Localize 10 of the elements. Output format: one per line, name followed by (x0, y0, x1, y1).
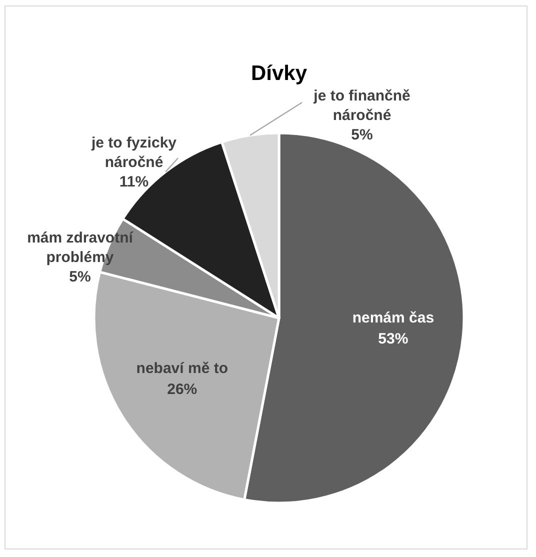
slice-label: je to fyzicky náročné (90, 134, 178, 171)
data-label: 5% (351, 126, 373, 144)
data-label: 26% (167, 380, 198, 398)
data-label: 11% (119, 173, 149, 190)
data-label: 53% (378, 330, 408, 348)
slice-label: nebaví mě to (136, 360, 228, 377)
chart-title: Dívky (250, 62, 308, 85)
slice-label: je to finančně náročné (312, 87, 410, 124)
slice-label: nemám čas (352, 309, 434, 326)
data-label: 5% (69, 268, 91, 286)
